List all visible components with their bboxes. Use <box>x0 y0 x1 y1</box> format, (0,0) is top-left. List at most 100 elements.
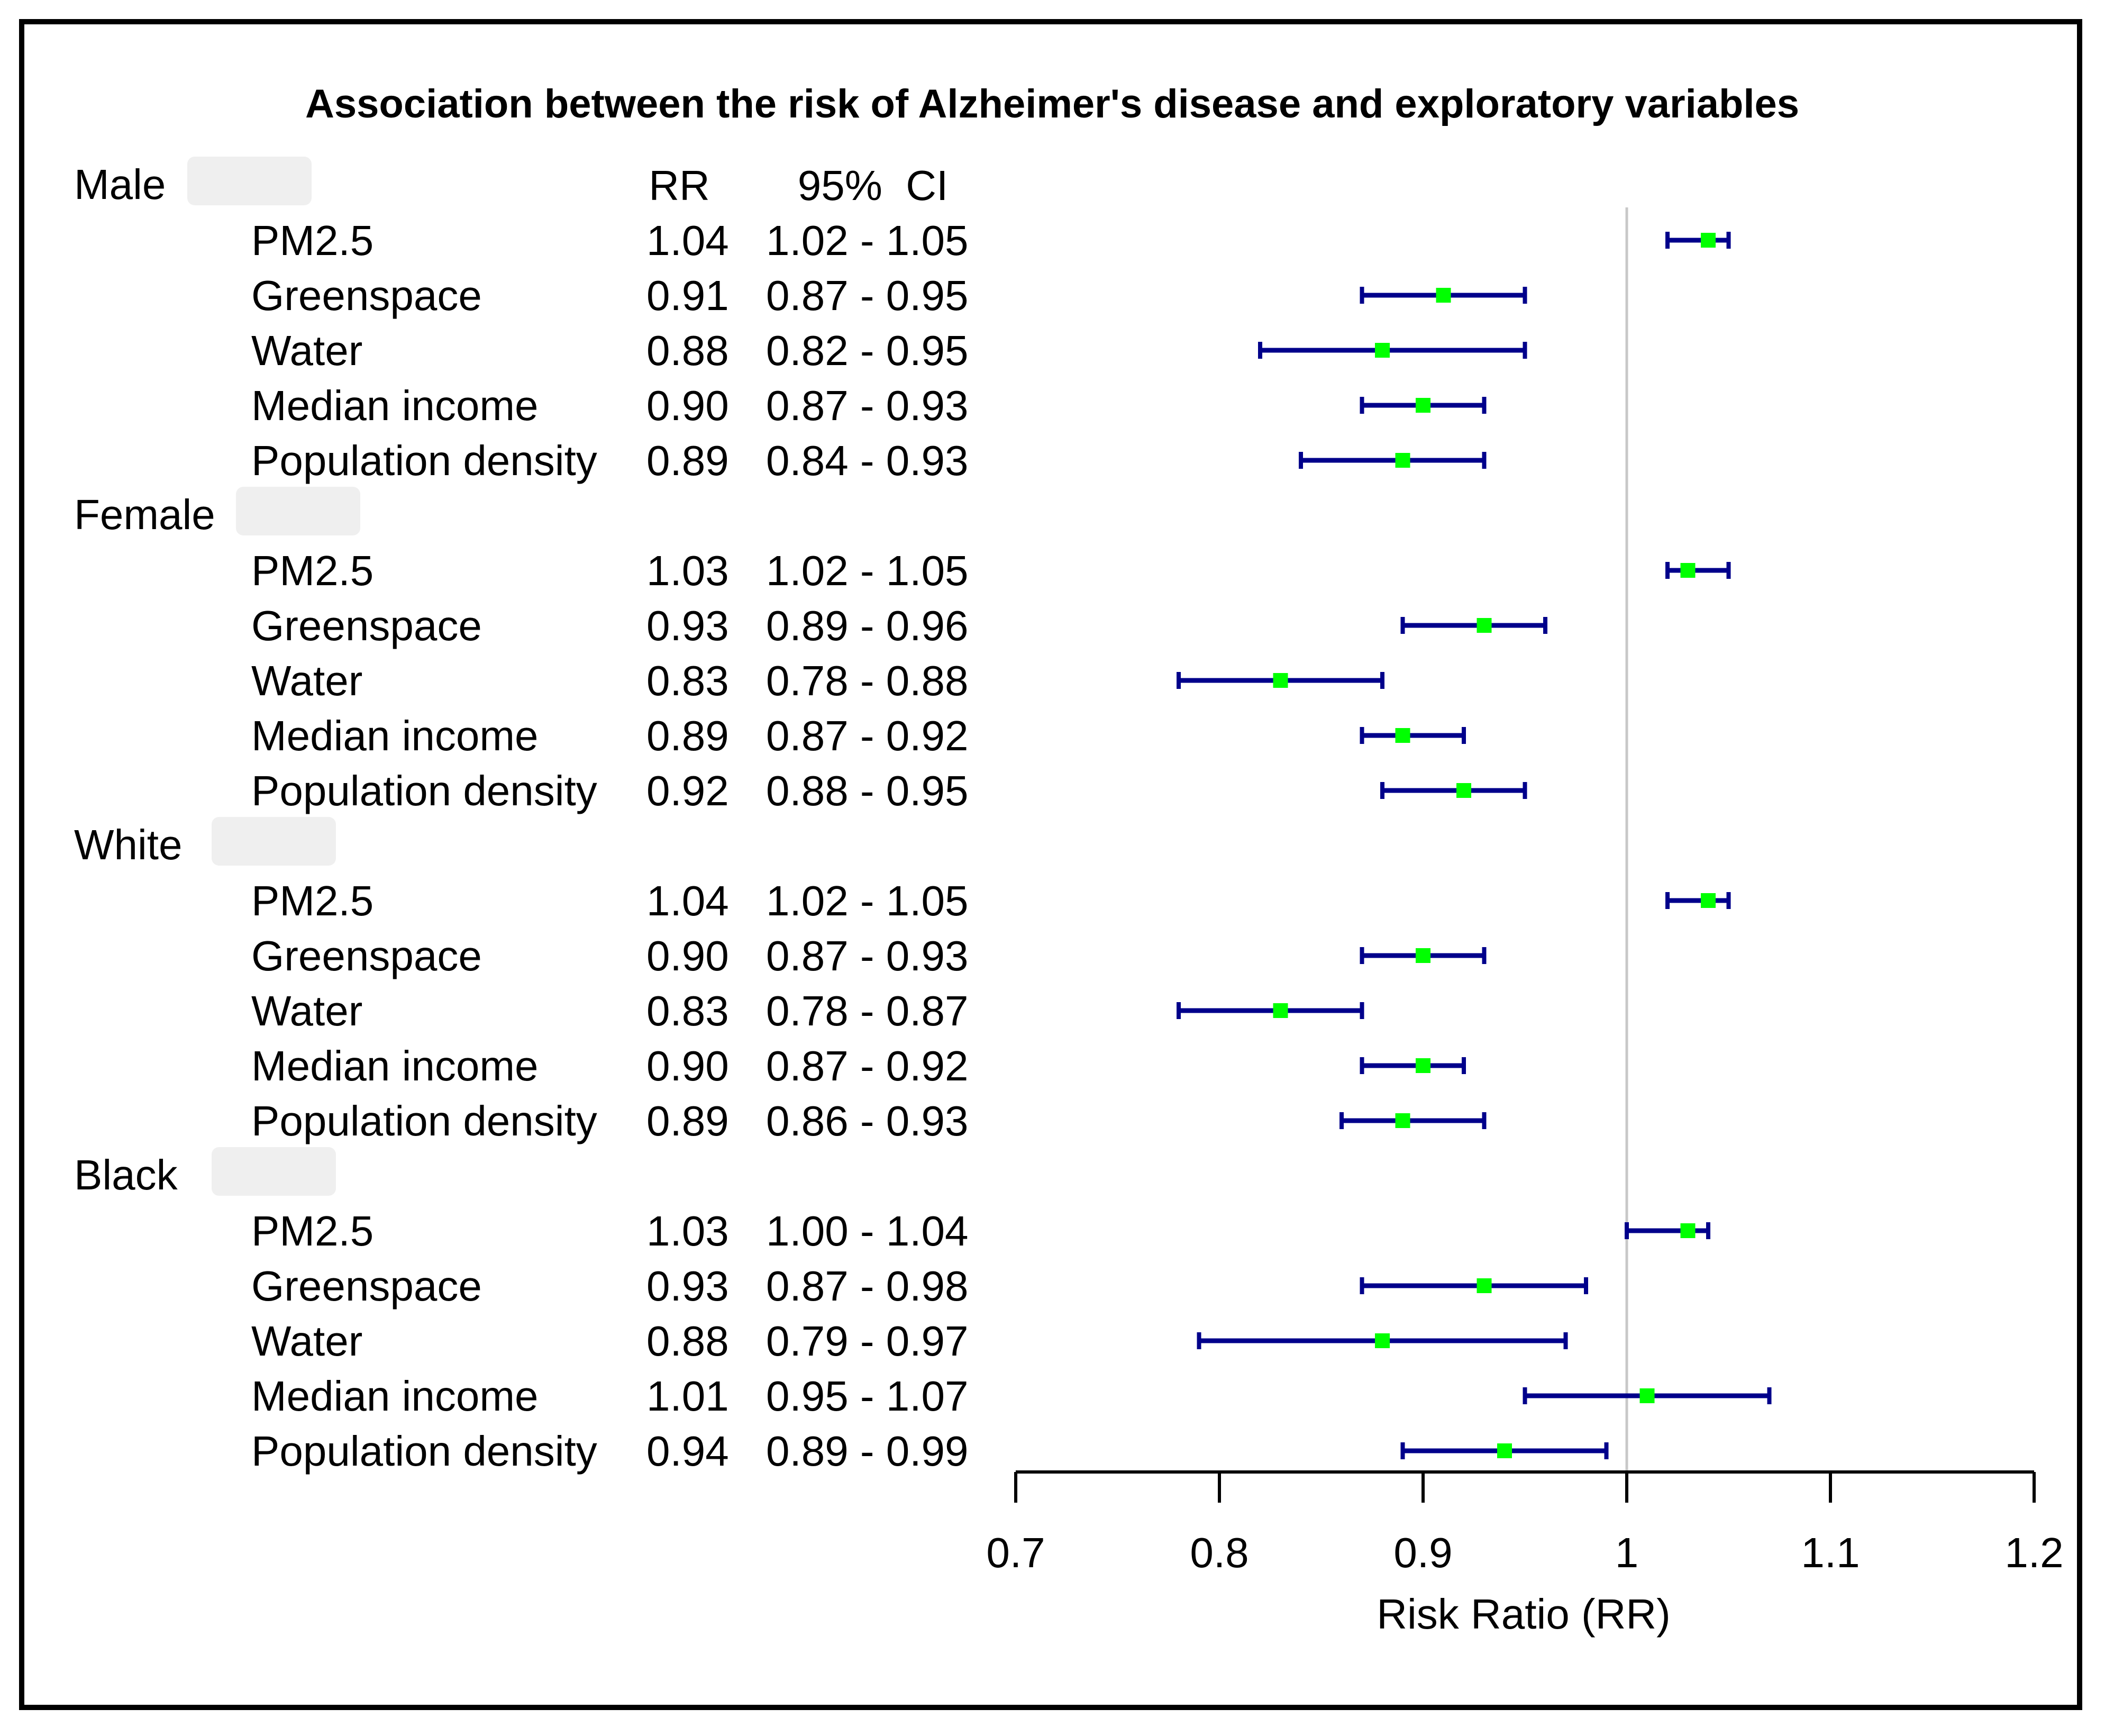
row-label: Water <box>251 327 362 374</box>
row-label: Population density <box>251 1097 597 1144</box>
point-estimate <box>1639 1388 1655 1403</box>
ci-value: 0.89 - 0.96 <box>766 602 969 649</box>
ci-value: 0.87 - 0.92 <box>766 1042 969 1089</box>
ci-value: 0.79 - 0.97 <box>766 1317 969 1365</box>
row-label: Water <box>251 987 362 1034</box>
group-label-shade <box>236 487 360 535</box>
group-label-shade <box>212 817 336 866</box>
ci-value: 1.02 - 1.05 <box>766 547 969 594</box>
rr-value: 0.83 <box>646 987 729 1034</box>
row-label: Population density <box>251 437 597 484</box>
chart-title: Association between the risk of Alzheime… <box>305 81 1799 126</box>
x-tick-label: 1.1 <box>1801 1529 1860 1576</box>
point-estimate <box>1273 1003 1288 1018</box>
point-estimate <box>1395 728 1410 743</box>
row-label: PM2.5 <box>251 1207 373 1255</box>
row-label: Greenspace <box>251 932 482 979</box>
ci-value: 0.89 - 0.99 <box>766 1428 969 1475</box>
rr-value: 1.04 <box>646 877 729 924</box>
row-label: Median income <box>251 382 539 429</box>
rr-value: 1.01 <box>646 1373 729 1420</box>
point-estimate <box>1273 673 1288 688</box>
column-header-rr: RR <box>649 162 710 209</box>
group-label-female: Female <box>74 491 215 538</box>
ci-value: 1.00 - 1.04 <box>766 1207 969 1255</box>
point-estimate <box>1395 1113 1410 1128</box>
rr-value: 0.89 <box>646 1097 729 1144</box>
rr-value: 0.88 <box>646 1317 729 1365</box>
point-estimate <box>1375 1333 1390 1348</box>
ci-value: 1.02 - 1.05 <box>766 217 969 264</box>
point-estimate <box>1701 233 1716 248</box>
x-tick-label: 0.7 <box>986 1529 1045 1576</box>
rr-value: 0.90 <box>646 932 729 979</box>
x-axis-label: Risk Ratio (RR) <box>1377 1590 1671 1638</box>
x-tick-label: 0.8 <box>1190 1529 1249 1576</box>
point-estimate <box>1395 453 1410 468</box>
rr-value: 0.89 <box>646 712 729 759</box>
point-estimate <box>1456 783 1471 798</box>
point-estimate <box>1497 1443 1512 1458</box>
rr-value: 1.04 <box>646 217 729 264</box>
x-tick-label: 0.9 <box>1393 1529 1452 1576</box>
point-estimate <box>1701 893 1716 908</box>
plot-area <box>1177 207 1772 1472</box>
rr-value: 0.92 <box>646 767 729 814</box>
rr-value: 0.93 <box>646 1262 729 1310</box>
rr-value: 0.89 <box>646 437 729 484</box>
x-axis: 0.7 0.8 0.9 1 1.1 1.2 <box>986 1470 2064 1576</box>
row-label: Greenspace <box>251 1262 482 1310</box>
point-estimate <box>1680 563 1696 578</box>
figure-frame <box>19 19 2082 1710</box>
point-estimate <box>1416 1058 1430 1073</box>
ci-value: 0.87 - 0.95 <box>766 272 969 319</box>
point-estimate <box>1416 948 1430 963</box>
group-label-shade <box>212 1147 336 1196</box>
row-label: PM2.5 <box>251 217 373 264</box>
column-header-ci: 95% CI <box>798 162 949 209</box>
rr-value: 0.88 <box>646 327 729 374</box>
point-estimate <box>1477 618 1492 633</box>
row-label: Median income <box>251 712 539 759</box>
row-label: Median income <box>251 1373 539 1420</box>
row-label: Median income <box>251 1042 539 1089</box>
row-label: PM2.5 <box>251 547 373 594</box>
group-label-male: Male <box>74 161 166 208</box>
x-tick-label: 1.2 <box>2004 1529 2063 1576</box>
point-estimate <box>1680 1223 1696 1238</box>
rr-value: 0.90 <box>646 382 729 429</box>
row-label: Population density <box>251 1428 597 1475</box>
point-estimate <box>1477 1278 1492 1293</box>
row-label: Greenspace <box>251 602 482 649</box>
ci-value: 0.87 - 0.98 <box>766 1262 969 1310</box>
ci-value: 0.87 - 0.92 <box>766 712 969 759</box>
row-label: Greenspace <box>251 272 482 319</box>
ci-value: 0.84 - 0.93 <box>766 437 969 484</box>
ci-value: 0.82 - 0.95 <box>766 327 969 374</box>
ci-value: 0.78 - 0.87 <box>766 987 969 1034</box>
ci-value: 0.88 - 0.95 <box>766 767 969 814</box>
group-label-black: Black <box>74 1151 178 1198</box>
rr-value: 0.91 <box>646 272 729 319</box>
rr-value: 0.94 <box>646 1428 729 1475</box>
rows-layer: Male PM2.5 1.04 1.02 - 1.05 Greenspace 0.91 0.… <box>74 157 969 1475</box>
row-label: PM2.5 <box>251 877 373 924</box>
row-label: Population density <box>251 767 597 814</box>
rr-value: 0.83 <box>646 657 729 704</box>
ci-value: 1.02 - 1.05 <box>766 877 969 924</box>
group-label-white: White <box>74 821 183 868</box>
ci-value: 0.86 - 0.93 <box>766 1097 969 1144</box>
rr-value: 0.90 <box>646 1042 729 1089</box>
rr-value: 1.03 <box>646 547 729 594</box>
ci-value: 0.95 - 1.07 <box>766 1373 969 1420</box>
rr-value: 0.93 <box>646 602 729 649</box>
ci-value: 0.87 - 0.93 <box>766 932 969 979</box>
rr-value: 1.03 <box>646 1207 729 1255</box>
point-estimate <box>1416 398 1430 413</box>
group-label-shade <box>187 157 312 205</box>
ci-value: 0.87 - 0.93 <box>766 382 969 429</box>
point-estimate <box>1436 288 1451 303</box>
x-tick-label: 1 <box>1615 1529 1639 1576</box>
point-estimate <box>1375 343 1390 358</box>
